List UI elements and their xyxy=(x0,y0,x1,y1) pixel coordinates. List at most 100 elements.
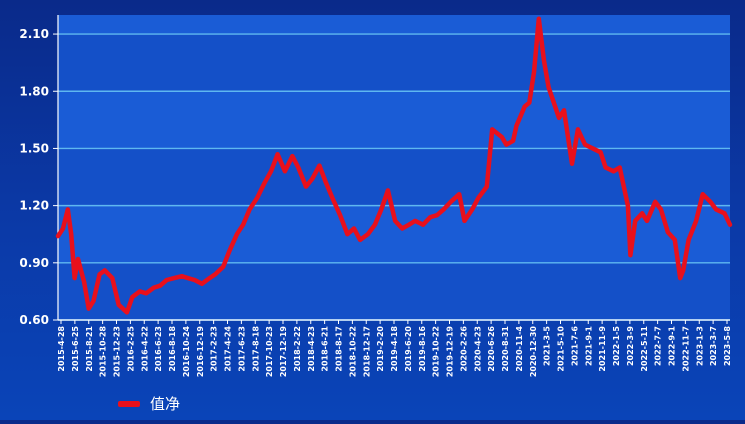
data-point xyxy=(708,200,713,204)
data-point xyxy=(666,230,670,234)
y-tick-label: 0.90 xyxy=(19,256,49,270)
x-tick-label: 2015-8-21 xyxy=(85,326,94,372)
data-point xyxy=(537,17,541,21)
data-point xyxy=(69,232,73,236)
data-point xyxy=(633,219,637,223)
data-point xyxy=(317,163,322,168)
data-point xyxy=(386,188,390,192)
x-tick-label: 2022-1-5 xyxy=(612,326,621,366)
data-point xyxy=(562,108,566,112)
data-point xyxy=(557,116,561,120)
y-tick-label: 1.50 xyxy=(19,141,49,155)
data-point xyxy=(165,278,169,282)
data-point xyxy=(345,232,349,236)
x-tick-label: 2017-12-19 xyxy=(279,326,288,378)
data-point xyxy=(61,226,65,231)
data-point xyxy=(476,196,480,200)
data-point xyxy=(235,232,239,236)
data-point xyxy=(542,59,546,63)
data-point xyxy=(583,143,587,147)
data-point xyxy=(653,200,657,204)
data-point xyxy=(330,196,334,200)
data-point xyxy=(714,207,718,212)
data-point xyxy=(98,272,102,276)
x-tick-label: 2019-8-16 xyxy=(418,326,427,372)
data-point xyxy=(373,223,377,227)
data-point xyxy=(87,306,91,311)
data-point xyxy=(125,310,129,314)
x-tick-label: 2015-4-28 xyxy=(57,326,66,372)
data-point xyxy=(138,289,142,294)
data-point xyxy=(462,219,467,223)
x-tick-label: 2022-3-9 xyxy=(626,326,635,366)
x-tick-label: 2017-10-23 xyxy=(265,326,274,377)
x-tick-label: 2019-4-18 xyxy=(390,326,399,372)
data-point xyxy=(626,204,630,208)
x-tick-label: 2021-9-1 xyxy=(584,326,593,366)
data-point xyxy=(263,181,267,185)
data-point xyxy=(687,238,691,242)
data-point xyxy=(393,219,397,223)
x-tick-label: 2016-8-18 xyxy=(168,326,177,372)
x-tick-label: 2018-8-17 xyxy=(335,326,344,372)
x-tick-label: 2018-12-17 xyxy=(362,326,371,377)
x-tick-label: 2019-10-22 xyxy=(432,326,441,377)
x-tick-label: 2015-10-28 xyxy=(99,326,108,378)
data-point xyxy=(193,278,197,282)
data-point xyxy=(659,207,663,212)
y-tick-label: 0.60 xyxy=(19,313,49,327)
plot-band xyxy=(58,15,730,35)
data-point xyxy=(304,184,308,189)
y-tick-label: 1.80 xyxy=(19,84,49,98)
data-point xyxy=(441,207,446,212)
data-point xyxy=(523,104,527,109)
data-point xyxy=(546,85,551,90)
x-tick-label: 2018-2-22 xyxy=(293,326,302,372)
data-point xyxy=(449,200,453,204)
data-point xyxy=(208,276,212,280)
data-point xyxy=(576,127,580,131)
data-point xyxy=(640,211,644,215)
plot-band xyxy=(58,34,730,92)
x-tick-label: 2016-10-24 xyxy=(182,326,191,378)
x-tick-label: 2018-6-21 xyxy=(321,326,330,372)
x-tick-label: 2020-2-26 xyxy=(459,326,468,372)
x-tick-label: 2020-11-4 xyxy=(515,326,524,372)
x-tick-label: 2023-1-3 xyxy=(695,326,704,366)
x-tick-label: 2021-5-10 xyxy=(557,326,566,372)
x-tick-label: 2017-6-23 xyxy=(237,326,246,372)
x-tick-label: 2021-11-9 xyxy=(598,326,607,372)
data-point xyxy=(200,282,204,286)
data-point xyxy=(379,207,383,212)
x-tick-label: 2015-6-25 xyxy=(71,326,80,372)
data-point xyxy=(117,303,121,307)
data-point xyxy=(310,177,314,181)
x-tick-label: 2017-2-23 xyxy=(210,326,219,372)
data-point xyxy=(485,184,489,189)
data-point xyxy=(76,257,80,261)
data-point xyxy=(490,127,494,131)
data-point xyxy=(407,223,411,227)
x-tick-label: 2019-2-20 xyxy=(376,326,385,372)
data-point xyxy=(673,238,677,242)
x-tick-label: 2022-9-1 xyxy=(668,326,677,366)
data-point xyxy=(72,276,77,280)
data-point xyxy=(728,223,732,227)
data-point xyxy=(296,165,300,170)
data-point xyxy=(500,135,504,139)
data-point xyxy=(172,276,176,280)
x-tick-label: 2016-2-25 xyxy=(126,326,135,372)
x-tick-label: 2021-7-6 xyxy=(570,326,579,366)
data-point xyxy=(110,276,114,280)
data-point xyxy=(599,150,603,154)
legend-label: 值净 xyxy=(150,395,181,413)
data-point xyxy=(255,196,259,200)
data-point xyxy=(180,274,184,278)
data-point xyxy=(413,219,417,223)
data-point xyxy=(421,223,425,227)
x-tick-label: 2023-3-7 xyxy=(709,326,718,366)
x-tick-label: 2022-7-7 xyxy=(654,326,663,366)
data-point xyxy=(400,226,404,231)
data-point xyxy=(612,169,616,173)
